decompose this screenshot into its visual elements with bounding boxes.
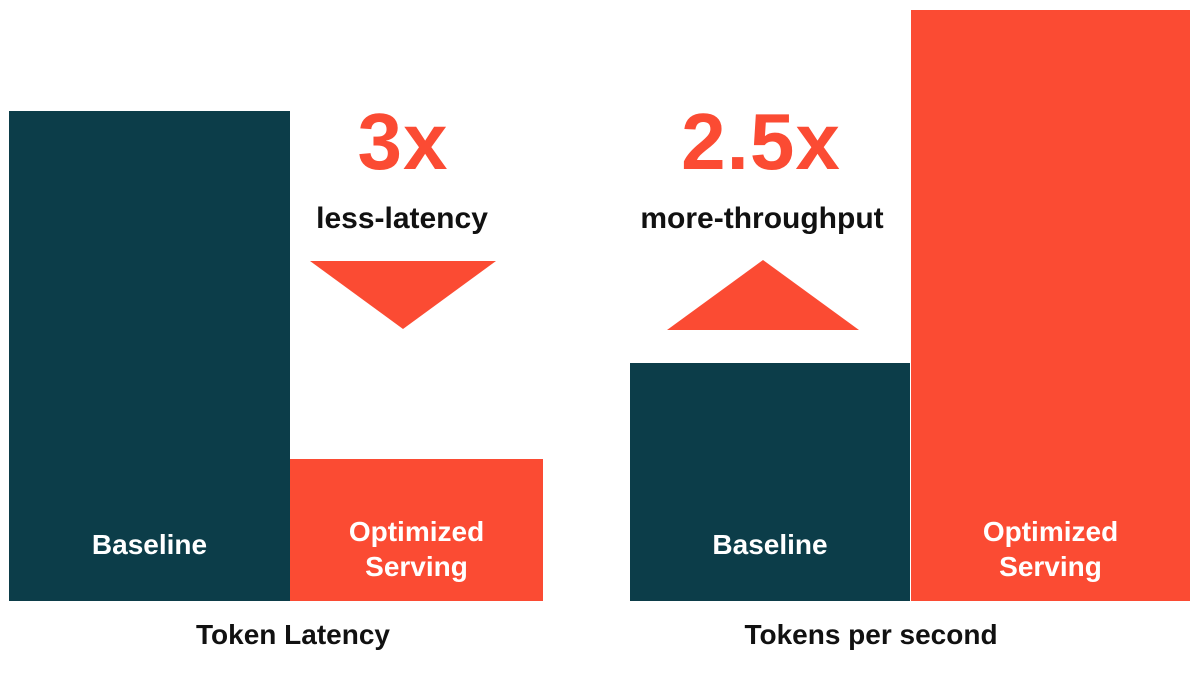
latency-annotation-label: less-latency bbox=[316, 202, 488, 235]
throughput-multiplier-text: 2.5x bbox=[681, 97, 841, 186]
latency-baseline-bar-label: Baseline bbox=[91, 529, 208, 561]
throughput-optimized-bar-label: Optimized Serving bbox=[982, 515, 1119, 583]
latency-optimized-bar: Optimized Serving bbox=[290, 459, 543, 601]
throughput-annotation-label: more-throughput bbox=[640, 202, 884, 235]
latency-chart-title: Token Latency bbox=[196, 619, 390, 650]
throughput-baseline-bar: Baseline bbox=[630, 363, 910, 601]
latency-optimized-bar-label: Optimized Serving bbox=[348, 515, 485, 583]
arrow-down-icon bbox=[310, 261, 496, 329]
latency-multiplier-text: 3x bbox=[357, 97, 449, 186]
latency-baseline-bar: Baseline bbox=[9, 111, 290, 601]
throughput-optimized-bar: Optimized Serving bbox=[911, 10, 1190, 601]
throughput-chart-title: Tokens per second bbox=[744, 619, 998, 650]
throughput-baseline-bar-label: Baseline bbox=[712, 529, 828, 561]
arrow-up-icon bbox=[667, 260, 859, 330]
